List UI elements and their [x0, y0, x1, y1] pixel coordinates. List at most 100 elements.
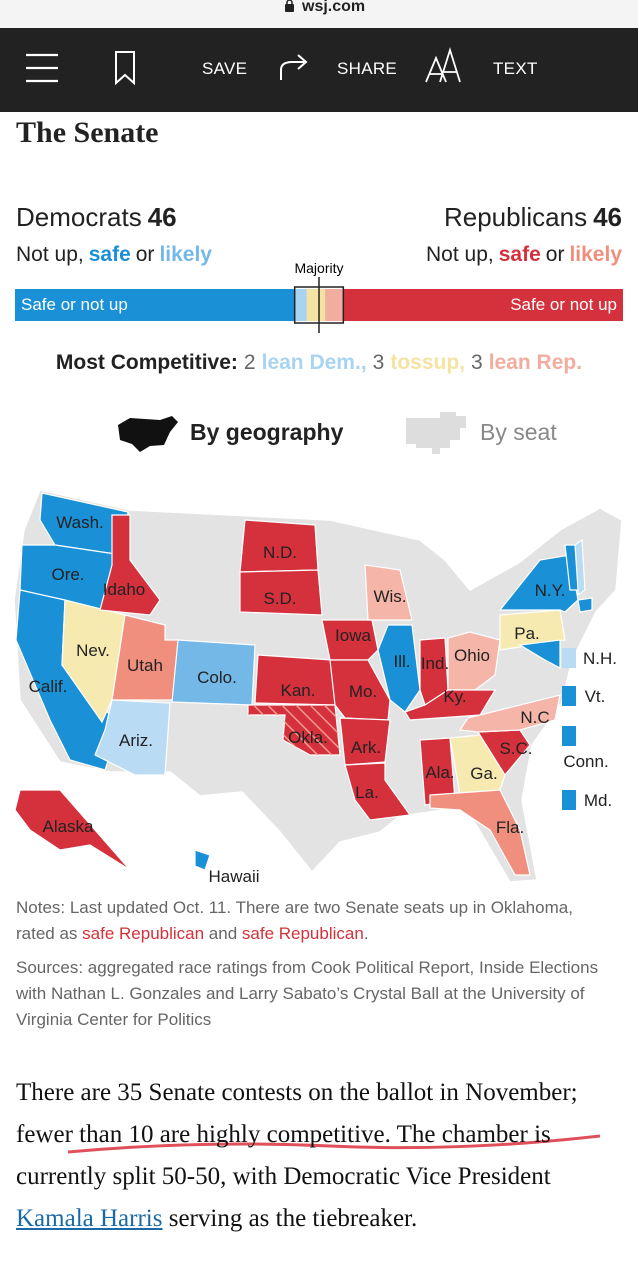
seat-count: 46: [147, 202, 177, 232]
summary-label: Most Competitive:: [55, 351, 238, 374]
state: [364, 564, 413, 621]
bar-segment: [294, 289, 307, 321]
bookmark-icon[interactable]: [115, 51, 135, 86]
party-name: Democrats: [16, 202, 142, 232]
state-label: Alaska: [42, 817, 94, 836]
article-text: There are 35 Senate contests on the ball…: [16, 1079, 578, 1190]
state: [404, 689, 497, 721]
toggle-geography[interactable]: By geography: [190, 419, 344, 445]
state-label: Kan.: [281, 681, 316, 700]
status-part: or: [135, 243, 155, 266]
rep-heading: Republicans 46: [444, 202, 622, 233]
seat-icon[interactable]: [406, 412, 466, 454]
party-name: Republicans: [443, 202, 588, 232]
state: [61, 599, 126, 724]
state-label: Ill.: [394, 652, 411, 671]
summary-rating: lean Rep.: [488, 351, 583, 374]
bar-segment: [325, 289, 344, 321]
nav-save[interactable]: SAVE: [202, 59, 248, 78]
nav-share[interactable]: SHARE: [337, 59, 398, 78]
bar-segment: [343, 289, 623, 321]
state: [239, 569, 323, 616]
text-size-icon[interactable]: [425, 46, 461, 83]
state: [194, 849, 211, 871]
sources: Sources: aggregated race ratings from Co…: [16, 958, 599, 1029]
summary-count: 3: [471, 351, 483, 374]
competitive-summary: Most Competitive: 2 lean Dem., 3 tossup, 3 lea…: [0, 351, 638, 375]
state: [429, 789, 531, 876]
state-label: Ore.: [51, 565, 84, 584]
status-part: or: [545, 243, 565, 266]
bar-segment: [306, 289, 326, 321]
status-part: safe: [498, 243, 541, 266]
notes-part: and: [204, 924, 242, 943]
state-label: Ky.: [443, 687, 466, 706]
state-label: Okla.: [288, 728, 328, 747]
geography-icon[interactable]: [118, 416, 178, 452]
status-part: likely: [159, 243, 212, 266]
state-label: N.Y.: [535, 581, 566, 600]
state-label: Ala.: [425, 763, 454, 782]
state-key: [562, 726, 576, 746]
summary-count: 2: [243, 351, 256, 374]
state-label: Md.: [584, 791, 612, 810]
bar-label: Safe or not up: [510, 295, 617, 314]
state-label: Vt.: [585, 687, 606, 706]
state-label: Wash.: [56, 513, 104, 532]
state: [321, 619, 379, 661]
state-label: Ga.: [470, 764, 497, 783]
state: [449, 734, 506, 796]
state-label: Ind.: [421, 654, 449, 673]
state-label: Ariz.: [119, 731, 153, 750]
state: [577, 597, 593, 613]
section-title: The Senate: [16, 116, 159, 149]
state: [94, 699, 171, 776]
state-label: N.H.: [583, 649, 617, 668]
state: [499, 609, 566, 651]
state-label: N.C: [520, 708, 549, 727]
nav-text[interactable]: TEXT: [493, 59, 538, 78]
url-text: wsj.com: [302, 0, 366, 15]
notes: Notes: Last updated Oct. 11. There are t…: [16, 895, 606, 947]
bar-segment: [15, 289, 295, 321]
article-text: serving as the tiebreaker.: [162, 1205, 418, 1232]
state-label: Pa.: [514, 624, 540, 643]
lock-icon: [285, 0, 294, 12]
state-label: Colo.: [197, 668, 237, 687]
state-label: Utah: [127, 656, 163, 675]
majority-label: Majority: [294, 260, 343, 276]
dem-status: Not up, safe or likely: [16, 243, 212, 267]
notes-part: safe Republican: [241, 924, 364, 943]
state-label: N.D.: [263, 543, 297, 562]
state-label: Ark.: [351, 738, 381, 757]
state: [339, 717, 391, 766]
state-label: Hawaii: [208, 867, 259, 886]
state-label: La.: [355, 783, 379, 802]
summary-rating: tossup,: [390, 351, 466, 374]
rep-status: Not up, safe or likely: [426, 243, 622, 267]
state-label: Wis.: [373, 587, 406, 606]
menu-icon[interactable]: [26, 53, 58, 83]
status-part: likely: [569, 243, 622, 266]
state-key: [562, 686, 576, 706]
toggle-seat[interactable]: By seat: [480, 419, 557, 445]
state: [518, 639, 561, 669]
state: [14, 789, 131, 871]
url-bar: [0, 0, 638, 28]
state-label: Ohio: [454, 646, 490, 665]
dem-heading: Democrats 46: [16, 202, 177, 233]
state: [564, 544, 579, 591]
bar-label: Safe or not up: [21, 295, 128, 314]
article-link[interactable]: Kamala Harris: [16, 1205, 163, 1232]
share-icon[interactable]: [280, 54, 308, 80]
article-paragraph: There are 35 Senate contests on the ball…: [16, 1072, 616, 1240]
nav-bar: [0, 28, 638, 112]
notes-part: safe Republican: [82, 924, 205, 943]
state-label: Fla.: [496, 818, 524, 837]
seat-bar: Majority Safe or not up Safe or not up: [15, 260, 623, 333]
state-label: Conn.: [563, 752, 608, 771]
summary-rating: lean Dem.,: [261, 351, 367, 374]
state-label: Nev.: [76, 641, 110, 660]
state-label: Idaho: [103, 580, 146, 599]
